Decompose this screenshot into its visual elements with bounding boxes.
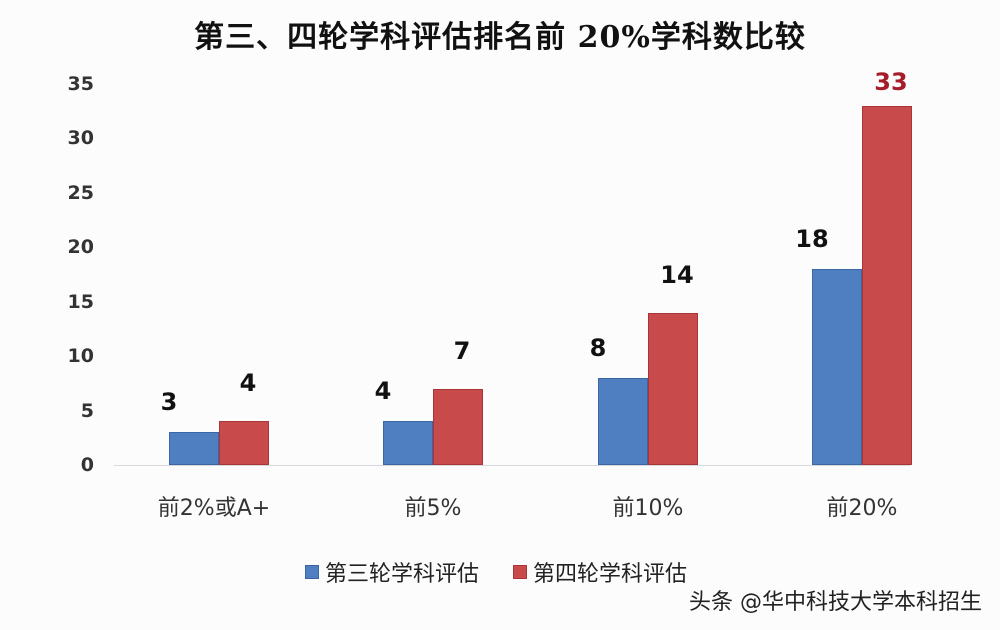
value-label: 18 <box>795 225 829 254</box>
value-label: 33 <box>874 67 908 96</box>
value-label: 8 <box>589 333 607 362</box>
value-label: 3 <box>160 388 178 417</box>
legend-item-round3: 第三轮学科评估 <box>305 556 479 588</box>
legend-label: 第四轮学科评估 <box>533 562 688 587</box>
y-tick-label: 0 <box>80 454 94 476</box>
y-tick-label: 20 <box>67 236 94 259</box>
bar-round4 <box>648 312 698 465</box>
legend: 第三轮学科评估 第四轮学科评估 <box>305 556 721 588</box>
x-axis-line <box>114 465 910 466</box>
x-category-label: 前20% <box>826 496 898 521</box>
y-tick-label: 35 <box>67 73 94 95</box>
bar-round3 <box>598 377 648 465</box>
value-label: 14 <box>660 260 694 289</box>
bar-round4 <box>219 421 269 465</box>
legend-item-round4: 第四轮学科评估 <box>513 556 687 588</box>
x-category-label: 前10% <box>612 496 684 521</box>
x-category-label: 前2%或A+ <box>157 496 271 521</box>
legend-swatch-blue-icon <box>305 565 319 579</box>
y-tick-label: 25 <box>67 181 94 204</box>
y-tick-label: 10 <box>67 345 94 368</box>
y-tick-label: 5 <box>80 399 94 422</box>
watermark: 头条 @华中科技大学本科招生 <box>689 590 982 615</box>
bar-round4 <box>433 388 483 465</box>
bar-round3 <box>383 421 433 465</box>
chart-title: 第三、四轮学科评估排名前 20%学科数比较 <box>194 20 806 55</box>
value-label: 4 <box>374 377 392 406</box>
value-label: 4 <box>239 369 257 398</box>
x-category-label: 前5% <box>404 496 462 521</box>
legend-swatch-red-icon <box>513 565 528 579</box>
bar-round3 <box>812 269 862 465</box>
legend-label: 第三轮学科评估 <box>325 562 480 587</box>
value-label: 7 <box>453 336 471 365</box>
bar-round4 <box>862 105 912 465</box>
y-tick-label: 15 <box>67 290 94 313</box>
bar-round3 <box>169 432 219 465</box>
y-tick-label: 30 <box>67 127 94 150</box>
